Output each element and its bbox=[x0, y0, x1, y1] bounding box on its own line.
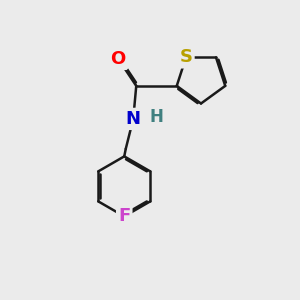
Text: S: S bbox=[179, 48, 193, 66]
Text: N: N bbox=[126, 110, 141, 128]
Text: H: H bbox=[150, 108, 164, 126]
Text: O: O bbox=[111, 50, 126, 68]
Text: F: F bbox=[118, 207, 130, 225]
